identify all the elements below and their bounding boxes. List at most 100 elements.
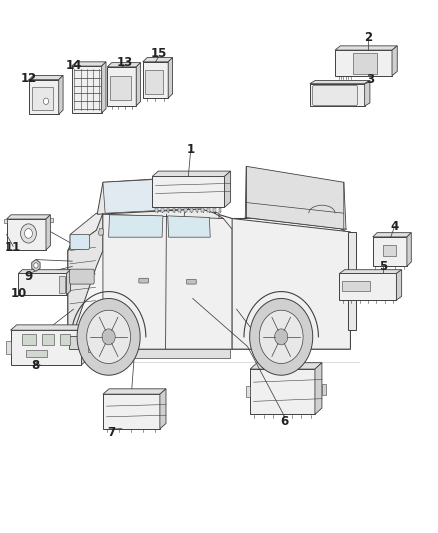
Polygon shape [250, 362, 322, 369]
FancyBboxPatch shape [70, 269, 94, 284]
Polygon shape [245, 166, 344, 229]
Bar [250, 369, 315, 415]
Polygon shape [315, 362, 322, 415]
Bar [161, 208, 164, 212]
Text: 4: 4 [390, 220, 398, 233]
Text: 14: 14 [65, 59, 82, 71]
Polygon shape [11, 325, 88, 330]
Bar [246, 386, 250, 397]
Bar [201, 208, 204, 212]
Bar [103, 394, 160, 429]
Bar [143, 62, 168, 98]
Bar [59, 276, 65, 293]
Text: 3: 3 [366, 74, 374, 86]
Polygon shape [152, 171, 230, 176]
FancyBboxPatch shape [70, 235, 89, 249]
Bar [72, 66, 102, 113]
Circle shape [43, 98, 49, 104]
Bar [60, 334, 70, 345]
Polygon shape [136, 63, 141, 106]
Polygon shape [32, 260, 40, 271]
Bar [373, 237, 407, 266]
Text: 13: 13 [117, 56, 134, 69]
Bar [190, 208, 193, 212]
Polygon shape [98, 228, 103, 236]
Polygon shape [70, 209, 219, 251]
Text: 11: 11 [5, 241, 21, 254]
Text: 1: 1 [187, 143, 194, 156]
Polygon shape [81, 325, 88, 365]
Bar [50, 218, 53, 222]
Text: 2: 2 [364, 31, 372, 44]
Bar [88, 340, 92, 352]
Bar [213, 208, 215, 212]
FancyBboxPatch shape [187, 279, 196, 284]
Polygon shape [259, 310, 303, 364]
Polygon shape [224, 171, 230, 207]
Polygon shape [103, 177, 205, 213]
Bar [42, 334, 54, 345]
Bar [383, 245, 396, 256]
Polygon shape [87, 310, 131, 364]
Polygon shape [396, 270, 402, 300]
FancyBboxPatch shape [348, 232, 356, 330]
Polygon shape [392, 46, 397, 76]
Polygon shape [18, 270, 71, 273]
Text: 6: 6 [281, 415, 289, 427]
Polygon shape [143, 58, 173, 62]
Polygon shape [102, 329, 115, 345]
Polygon shape [72, 62, 106, 66]
Circle shape [21, 224, 36, 243]
Polygon shape [339, 270, 402, 273]
Bar [155, 208, 158, 212]
Bar [29, 79, 59, 115]
Polygon shape [107, 63, 141, 67]
Text: 12: 12 [20, 72, 37, 85]
Polygon shape [407, 232, 411, 266]
Polygon shape [168, 58, 173, 98]
Polygon shape [68, 209, 350, 349]
Bar [11, 330, 81, 365]
Bar [7, 219, 46, 250]
Bar [167, 208, 170, 212]
Polygon shape [7, 215, 50, 219]
Bar [110, 76, 131, 100]
FancyBboxPatch shape [69, 336, 101, 349]
Bar [184, 208, 187, 212]
Polygon shape [275, 329, 288, 345]
Polygon shape [232, 219, 350, 349]
Polygon shape [373, 232, 411, 237]
Bar [178, 208, 181, 212]
Polygon shape [102, 62, 106, 113]
Bar [335, 50, 392, 76]
FancyBboxPatch shape [103, 349, 230, 358]
Text: 10: 10 [10, 287, 27, 300]
Bar [32, 87, 53, 110]
Bar [196, 208, 198, 212]
Polygon shape [250, 298, 313, 375]
Polygon shape [67, 270, 71, 295]
Bar [339, 273, 396, 300]
Bar [207, 208, 210, 212]
Circle shape [34, 263, 38, 268]
Polygon shape [364, 80, 370, 106]
Polygon shape [335, 46, 397, 50]
Bar [173, 208, 175, 212]
Bar [6, 341, 11, 354]
Bar [18, 273, 67, 295]
Text: 7: 7 [108, 426, 116, 439]
Polygon shape [310, 80, 370, 84]
FancyBboxPatch shape [139, 278, 148, 283]
Text: 9: 9 [25, 270, 32, 282]
Bar [353, 53, 377, 74]
Polygon shape [77, 298, 140, 375]
Polygon shape [160, 389, 166, 429]
Bar [342, 281, 370, 291]
Bar [152, 176, 224, 207]
Bar [145, 70, 163, 94]
Polygon shape [68, 213, 103, 349]
Polygon shape [103, 214, 232, 349]
Bar [219, 208, 221, 212]
Circle shape [25, 229, 32, 238]
Bar [4, 219, 7, 223]
